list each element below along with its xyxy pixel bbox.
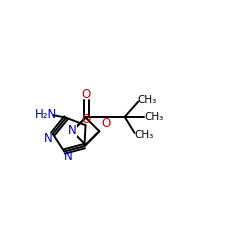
Text: O: O [102, 116, 111, 130]
Text: H₂N: H₂N [35, 108, 57, 121]
Text: CH₃: CH₃ [138, 94, 157, 104]
Text: N: N [44, 132, 53, 145]
Text: N: N [64, 150, 73, 163]
Text: O: O [82, 88, 91, 101]
Text: O: O [82, 113, 91, 126]
Text: CH₃: CH₃ [134, 130, 153, 140]
Text: N: N [68, 124, 77, 137]
Text: CH₃: CH₃ [144, 112, 164, 122]
